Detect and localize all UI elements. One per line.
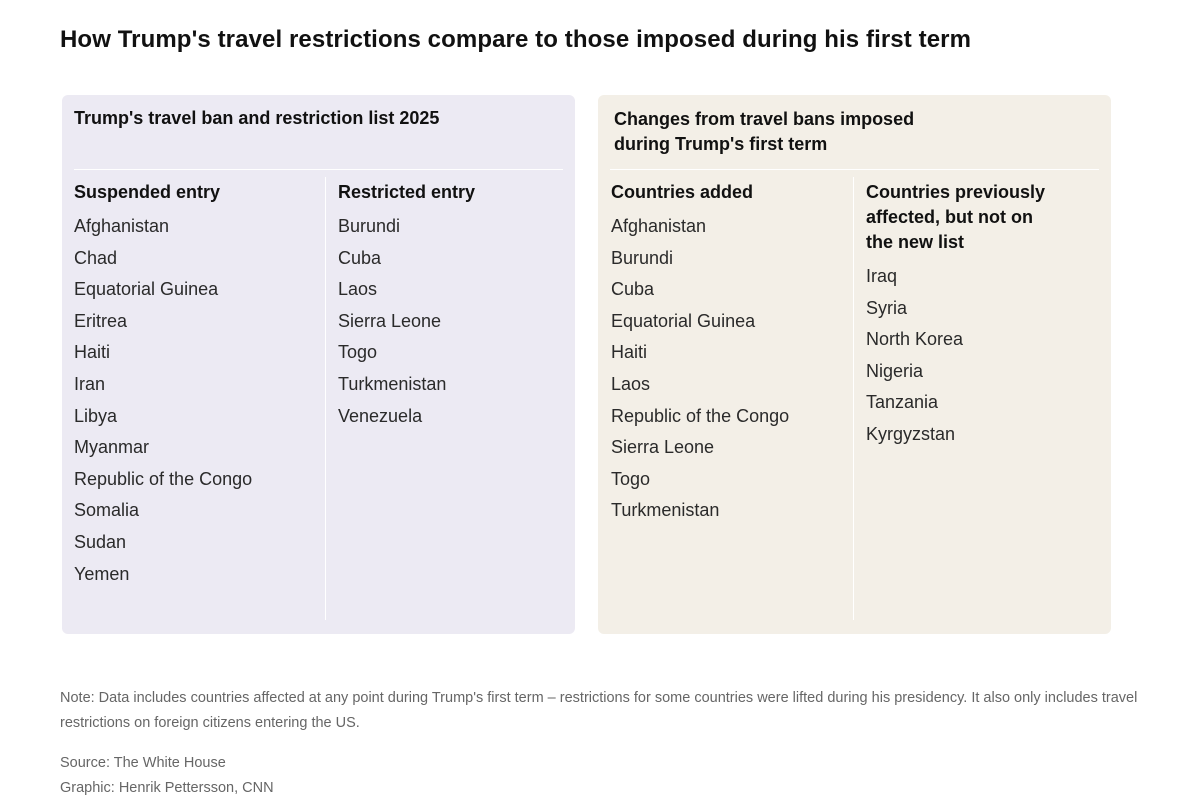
list-item: Sierra Leone	[338, 310, 442, 331]
divider	[74, 169, 563, 170]
list-item: Iraq	[866, 266, 898, 286]
credits: Source: The White House Graphic: Henrik …	[60, 751, 274, 801]
list-item: Libya	[74, 405, 118, 426]
list-item: Republic of the Congo	[74, 468, 253, 489]
list-item: Syria	[866, 297, 908, 318]
list-item: Togo	[611, 468, 651, 489]
panel-title-changes: Changes from travel bans imposed during …	[614, 107, 914, 157]
countries-added-column: Countries added Afghanistan Burundi Cuba…	[611, 180, 789, 527]
suspended-entry-list: Afghanistan Chad Equatorial Guinea Eritr…	[74, 211, 252, 590]
list-item: Somalia	[74, 500, 140, 521]
list-item: Republic of the Congo	[611, 405, 790, 426]
list-item: Burundi	[611, 247, 674, 268]
list-item: Cuba	[611, 279, 655, 300]
heading-line: the new list	[866, 232, 965, 252]
list-item: Chad	[74, 247, 118, 268]
list-item: Eritrea	[74, 310, 128, 331]
footnote: Note: Data includes countries affected a…	[60, 690, 1138, 731]
list-item: Yemen	[74, 563, 130, 584]
column-divider	[325, 177, 326, 620]
restricted-entry-heading: Restricted entry	[338, 182, 476, 202]
previously-affected-list: Iraq Syria North Korea Nigeria Tanzania …	[866, 261, 1045, 451]
column-divider	[853, 177, 854, 620]
suspended-entry-column: Suspended entry Afghanistan Chad Equator…	[74, 180, 252, 590]
list-item: Sudan	[74, 531, 127, 552]
list-item: Laos	[338, 279, 378, 300]
list-item: Haiti	[74, 342, 111, 363]
previously-affected-column: Countries previously affected, but not o…	[866, 180, 1045, 451]
list-item: Afghanistan	[611, 216, 707, 236]
list-item: Cuba	[338, 247, 382, 268]
heading-line: Countries previously	[866, 182, 1046, 202]
previously-affected-heading: Countries previously affected, but not o…	[866, 180, 1045, 255]
list-item: Equatorial Guinea	[74, 279, 219, 300]
list-item: Afghanistan	[74, 216, 170, 236]
list-item: Togo	[338, 342, 378, 363]
suspended-entry-heading: Suspended entry	[74, 182, 221, 202]
list-item: Sierra Leone	[611, 437, 715, 458]
restricted-entry-column: Restricted entry Burundi Cuba Laos Sierr…	[338, 180, 475, 432]
list-item: Iran	[74, 373, 106, 394]
travel-ban-2025-panel: Trump's travel ban and restriction list …	[62, 95, 575, 634]
list-item: Tanzania	[866, 392, 939, 413]
panel-title-line: Changes from travel bans imposed	[614, 109, 915, 129]
graphic-credit: Graphic: Henrik Pettersson, CNN	[60, 780, 274, 796]
list-item: Nigeria	[866, 360, 924, 381]
list-item: Turkmenistan	[611, 500, 720, 521]
panel-title-line: during Trump's first term	[614, 134, 828, 154]
page-title: How Trump's travel restrictions compare …	[60, 26, 972, 53]
list-item: Equatorial Guinea	[611, 310, 756, 331]
list-item: Venezuela	[338, 405, 423, 426]
countries-added-list: Afghanistan Burundi Cuba Equatorial Guin…	[611, 211, 789, 527]
list-item: Myanmar	[74, 437, 150, 458]
list-item: Haiti	[611, 342, 648, 363]
countries-added-heading: Countries added	[611, 182, 754, 202]
source-line: Source: The White House	[60, 755, 226, 771]
list-item: Burundi	[338, 216, 401, 236]
first-term-changes-panel: Changes from travel bans imposed during …	[598, 95, 1111, 634]
panel-title-2025: Trump's travel ban and restriction list …	[74, 108, 440, 128]
list-item: Kyrgyzstan	[866, 423, 956, 444]
list-item: Laos	[611, 373, 651, 394]
divider	[610, 169, 1099, 170]
list-item: North Korea	[866, 329, 964, 350]
restricted-entry-list: Burundi Cuba Laos Sierra Leone Togo Turk…	[338, 211, 475, 432]
list-item: Turkmenistan	[338, 373, 447, 394]
heading-line: affected, but not on	[866, 207, 1033, 227]
